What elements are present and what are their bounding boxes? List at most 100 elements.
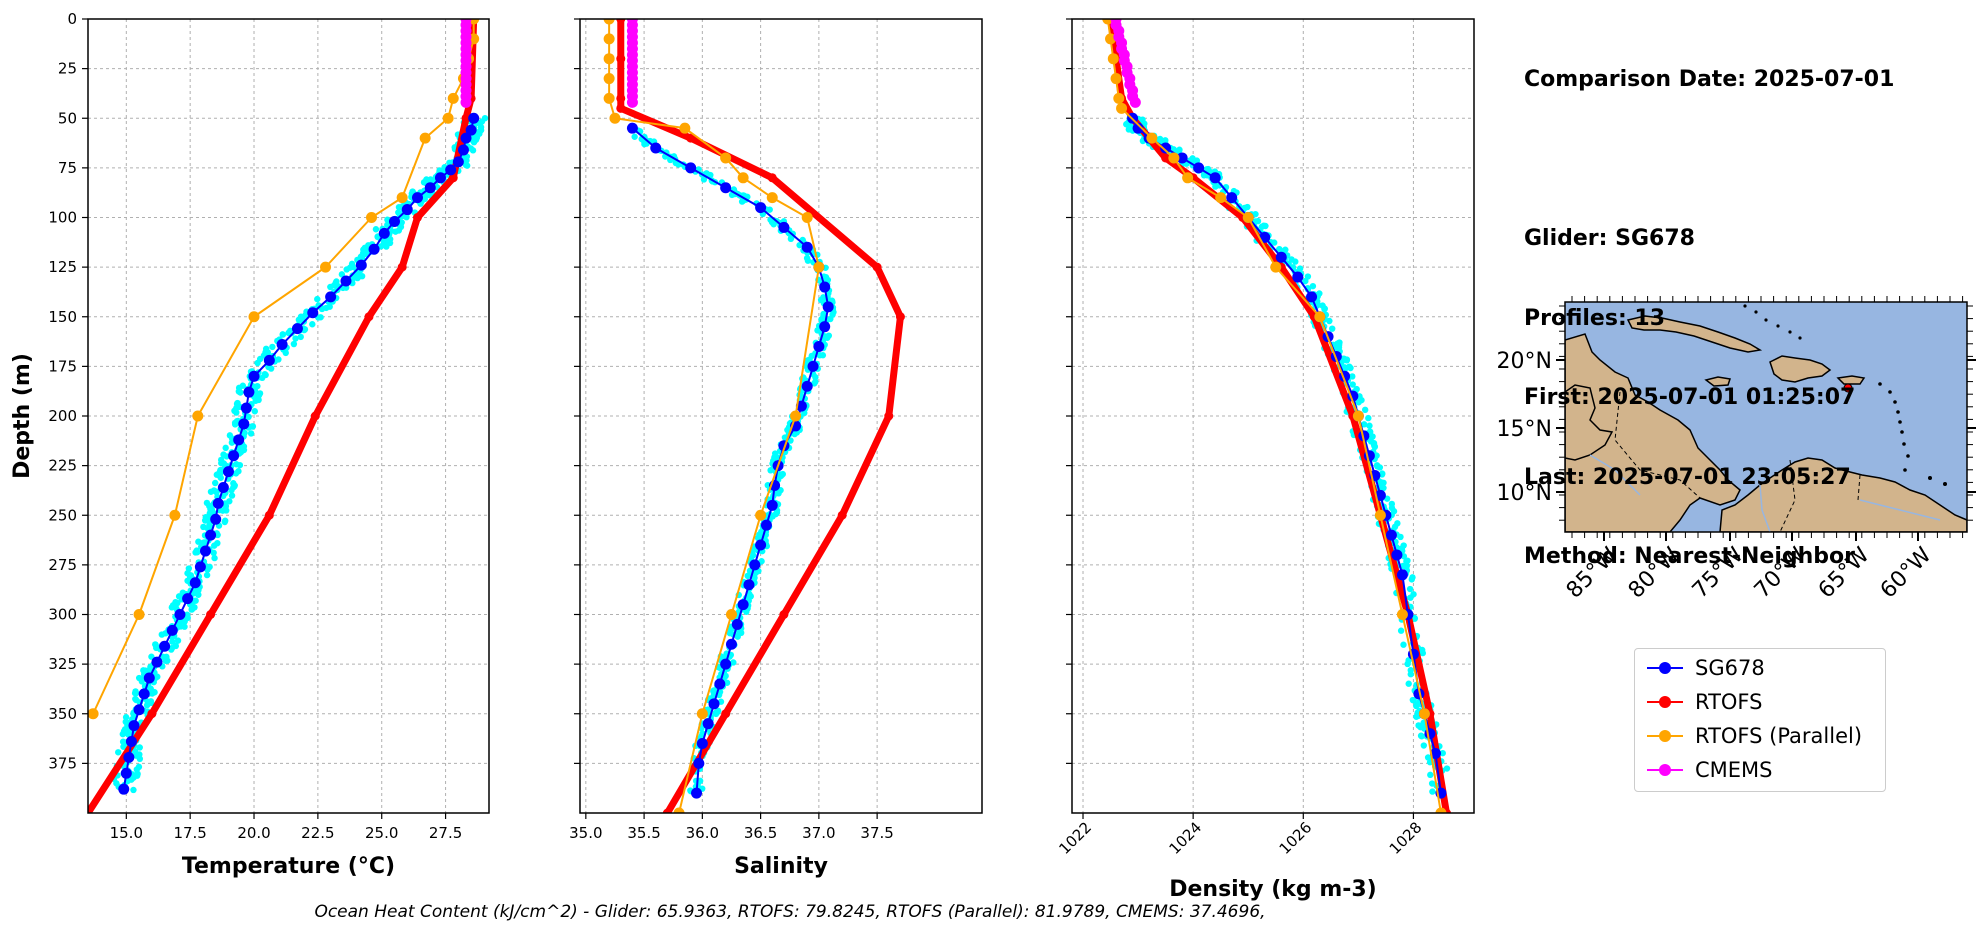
y-tick-label: 25 (58, 60, 77, 78)
scatter-point (332, 279, 339, 286)
data-point (442, 112, 454, 124)
scatter-point (1418, 646, 1426, 654)
data-point (714, 678, 726, 690)
scatter-point (233, 461, 240, 468)
legend: SG678 RTOFS RTOFS (Parallel) CMEMS (1634, 648, 1886, 792)
scatter-point (1405, 657, 1412, 664)
legend-label: CMEMS (1695, 758, 1773, 782)
data-point (1396, 569, 1408, 581)
legend-item-rtofs: RTOFS (1647, 687, 1762, 717)
scatter-point (211, 479, 219, 487)
data-point (616, 93, 626, 103)
data-point (217, 481, 229, 493)
y-tick-label: 300 (48, 606, 77, 624)
data-point (819, 321, 831, 333)
scatter-point (290, 340, 298, 348)
scatter-point (1193, 157, 1201, 164)
scatter-point (1335, 344, 1343, 351)
data-point (159, 640, 171, 652)
scatter-point (1309, 282, 1317, 290)
temperature-profile: 15.0 17.5 20.0 22.5 25.0 27.5 0 25 50 75 100 125 150… (10, 10, 490, 879)
data-point (401, 204, 413, 216)
scatter-point (1413, 702, 1420, 710)
comparison-info: Comparison Date: 2025-07-01 Glider: SG67… (1524, 14, 1894, 597)
y-tick-label: 175 (48, 357, 77, 375)
data-point (397, 262, 407, 272)
data-point (895, 312, 905, 322)
x-axis-label: Salinity (734, 854, 828, 879)
data-point (205, 529, 217, 541)
map-south-america (1719, 457, 1967, 532)
scatter-point (1365, 414, 1372, 422)
scatter-point (314, 295, 321, 303)
scatter-point (1418, 733, 1425, 740)
data-point (189, 577, 201, 589)
scatter-point (1304, 273, 1312, 280)
data-point (240, 402, 252, 414)
scatter-point (194, 549, 201, 556)
data-point (650, 142, 662, 154)
data-point (609, 112, 621, 124)
scatter-point (1316, 290, 1323, 297)
scatter-point (135, 674, 143, 682)
scatter-point (1282, 246, 1289, 253)
y-tick-label: 150 (48, 308, 77, 326)
scatter-point (262, 345, 270, 352)
data-point (708, 698, 720, 710)
series-cmems (1110, 19, 1141, 108)
x-tick-label: 37.5 (860, 824, 893, 842)
legend-swatch (1647, 764, 1683, 776)
data-point (872, 262, 882, 272)
data-point (1113, 92, 1125, 104)
scatter-point (1366, 422, 1373, 429)
scatter-point (213, 488, 221, 495)
scatter-point (481, 114, 489, 122)
x-tick-label: 35.5 (627, 824, 660, 842)
scatter-point (147, 699, 155, 707)
data-point (166, 624, 178, 636)
data-point (264, 510, 274, 520)
scatter-point (1397, 627, 1405, 634)
scatter-point (269, 343, 276, 351)
scatter-point (1390, 508, 1398, 515)
data-point (460, 96, 472, 108)
map-lesser-antilles (1878, 382, 1947, 486)
data-point (445, 164, 457, 176)
scatter-point (1296, 265, 1304, 272)
data-point (118, 783, 130, 795)
scatter-point (1439, 749, 1446, 757)
series-line (1131, 117, 1442, 794)
map-ticks (1556, 296, 1976, 541)
salinity-profile: 35.0 35.5 36.0 36.5 37.0 37.5 Salinity (569, 18, 983, 879)
scatter-point (1276, 246, 1283, 253)
y-tick-label: 125 (48, 258, 77, 276)
y-tick-label: 200 (48, 407, 77, 425)
data-point (233, 434, 245, 446)
data-point (1226, 192, 1238, 204)
data-point (120, 767, 132, 779)
scatter-point (1360, 421, 1368, 428)
data-point (884, 411, 894, 421)
data-point (206, 610, 216, 619)
x-axis-label: Temperature (°C) (182, 854, 395, 879)
data-point (679, 122, 691, 134)
data-point (749, 559, 761, 571)
data-point (720, 658, 732, 670)
scatter-point (251, 408, 259, 415)
data-point (448, 173, 458, 183)
data-point (133, 704, 145, 716)
scatter-point (222, 502, 230, 510)
scatter-point (323, 304, 330, 312)
scatter-point (1162, 137, 1169, 144)
data-point (1396, 609, 1408, 620)
scatter-point (752, 569, 760, 576)
data-point (248, 311, 260, 323)
scatter-point (787, 235, 795, 243)
scatter-point (207, 488, 215, 495)
data-point (801, 380, 813, 392)
scatter-point (1403, 558, 1410, 565)
data-point (133, 609, 145, 620)
scatter-point (317, 314, 324, 321)
scatter-point (255, 396, 262, 404)
data-point (693, 757, 705, 769)
